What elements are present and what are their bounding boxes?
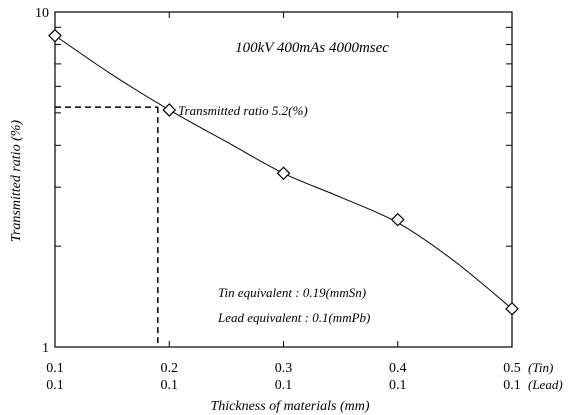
x-axis-title: Thickness of materials (mm) — [210, 399, 369, 414]
x-tick-label-tin: 0.4 — [389, 361, 407, 376]
x-tick-label-tin: 0.1 — [46, 361, 64, 376]
x-tick-label-lead: 0.1 — [46, 378, 64, 393]
x-tick-label-lead: 0.1 — [275, 378, 293, 393]
annotation-lead-equivalent: Lead equivalent : 0.1(mmPb) — [217, 310, 370, 325]
y-tick-label: 1 — [42, 341, 49, 356]
data-point — [162, 103, 177, 117]
x-tick-label-lead: 0.1 — [161, 378, 179, 393]
annotation-transmitted-ratio: Transmitted ratio 5.2(%) — [178, 103, 308, 118]
data-point — [505, 301, 519, 316]
annotation-tin-equivalent: Tin equivalent : 0.19(mmSn) — [218, 285, 366, 300]
x-tick-label-lead: 0.1 — [503, 378, 521, 393]
data-point — [48, 28, 62, 43]
x-row-label-lead: (Lead) — [528, 377, 563, 392]
x-row-label-tin: (Tin) — [528, 360, 553, 375]
x-tick-label-tin: 0.2 — [161, 361, 179, 376]
x-tick-label-lead: 0.1 — [389, 378, 407, 393]
y-tick-label: 10 — [35, 6, 49, 21]
data-point — [276, 166, 291, 181]
data-point — [390, 212, 405, 227]
x-tick-label-tin: 0.5 — [503, 361, 521, 376]
x-tick-label-tin: 0.3 — [275, 361, 293, 376]
y-axis-title: Transmitted ratio (%) — [9, 120, 24, 242]
chart-title: 100kV 400mAs 4000msec — [235, 40, 389, 56]
